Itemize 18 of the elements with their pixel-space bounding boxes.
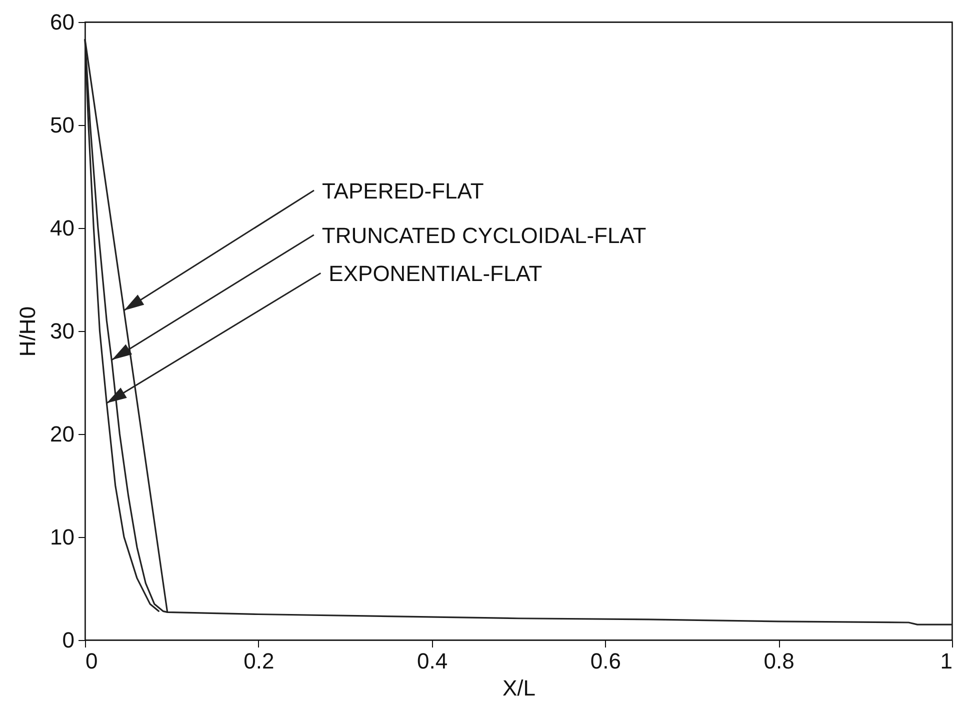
y-tick-label: 10 [50, 524, 74, 550]
y-tick-label: 60 [50, 10, 74, 34]
x-tick-label: 0.2 [244, 648, 274, 674]
y-tick-label: 20 [50, 422, 74, 446]
x-tick-label: 0.4 [417, 648, 448, 674]
annotation: TAPERED-FLAT [322, 178, 484, 204]
x-axis-title: X/L [502, 676, 536, 700]
x-tick-label: 0.6 [590, 648, 621, 674]
y-tick-label: 40 [50, 216, 74, 240]
x-tick-label: 0 [86, 648, 98, 674]
y-tick-label: 0 [62, 628, 74, 652]
y-tick-label: 30 [50, 318, 74, 344]
x-tick-label: 1 [940, 648, 952, 674]
x-tick-label: 0.8 [764, 648, 794, 674]
y-tick-label: 50 [50, 112, 74, 138]
annotation: TRUNCATED CYCLOIDAL-FLAT [322, 222, 646, 248]
y-axis-title: H/H0 [15, 306, 40, 357]
annotation: EXPONENTIAL-FLAT [328, 261, 542, 286]
